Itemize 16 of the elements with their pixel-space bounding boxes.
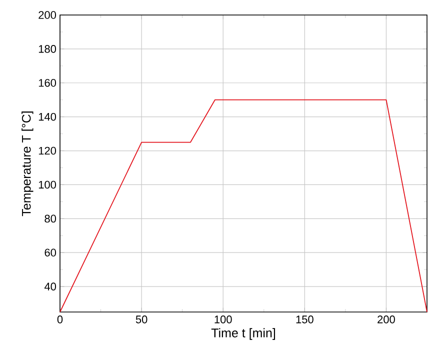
x-tick-label: 0 — [57, 316, 63, 324]
x-tick-label: 200 — [378, 316, 395, 324]
y-tick-label: 80 — [44, 214, 56, 223]
y-tick-label: 100 — [38, 180, 56, 189]
y-tick-label: 40 — [44, 282, 56, 290]
y-tick-label: 200 — [38, 11, 56, 19]
y-tick-label: 160 — [38, 79, 56, 87]
x-tick-label: 150 — [296, 316, 314, 324]
y-tick-label: 60 — [44, 248, 56, 256]
y-tick-label: 120 — [38, 146, 56, 155]
y-tick-label: 180 — [38, 45, 56, 53]
y-tick-label: 140 — [38, 112, 56, 121]
y-axis-title: Temperature T [°C] — [22, 112, 34, 216]
x-axis-title: Time t [min] — [211, 328, 276, 340]
x-tick-label: 50 — [136, 316, 148, 324]
x-tick-label: 100 — [214, 316, 232, 324]
